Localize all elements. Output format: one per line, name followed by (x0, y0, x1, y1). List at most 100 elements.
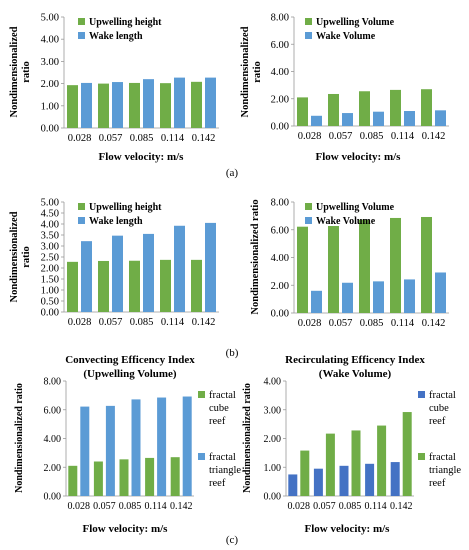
chart-c-left: 0.00 2.00 4.00 6.00 8.00 0.028 0.057 0.085 0.114… (14, 354, 241, 535)
bar (129, 82, 140, 128)
chart-a-right: 0.00 2.00 4.00 6.00 8.00 0.028 0.057 0.085 0.114… (240, 13, 449, 163)
y-tick-label: 8.00 (44, 377, 62, 388)
x-tick-label: 0.114 (161, 317, 185, 328)
y-tick-label: 1.00 (264, 463, 282, 474)
y-tick-label: 6.00 (271, 225, 289, 236)
chart-b-left: 0.000.501.001.502.002.503.003.504.004.50… (9, 198, 219, 328)
bar (390, 462, 400, 496)
legend-label: Wake Volume (316, 31, 376, 42)
bar (81, 241, 92, 312)
y-axis-title-line: ratio (21, 246, 32, 268)
bar (377, 425, 387, 496)
bar (174, 77, 185, 128)
bar (311, 290, 322, 313)
y-axis-title-line: Nondimensionalized (9, 26, 20, 117)
bar (359, 91, 370, 126)
legend-swatch (305, 18, 312, 25)
bar (145, 457, 155, 496)
chart-b-right: 0.00 2.00 4.00 6.00 8.00 0.028 0.057 0.085 0.114… (250, 198, 449, 329)
y-tick-label: 6.00 (271, 40, 289, 51)
legend-label: triangle (429, 465, 461, 476)
bar (311, 115, 322, 126)
y-axis-title-line: Nondimensionalized ratio (14, 383, 25, 493)
y-tick-label: 4.00 (41, 220, 59, 231)
x-axis-title: Flow velocity: m/s (305, 523, 391, 535)
y-tick-label: 8.00 (271, 198, 289, 209)
bar (112, 235, 123, 312)
x-tick-label: 0.085 (360, 318, 384, 329)
y-tick-label: 2.00 (41, 264, 59, 275)
legend-swatch (78, 203, 85, 210)
bar (93, 461, 103, 496)
y-tick-label: 0.00 (271, 309, 289, 320)
bar (365, 463, 375, 496)
y-axis-title: Nondimensionalizedratio (240, 26, 263, 117)
x-tick-label: 0.085 (339, 501, 362, 512)
y-tick-label: 0.00 (41, 124, 59, 135)
bar (402, 412, 412, 496)
y-tick-label: 2.00 (264, 434, 282, 445)
bar (205, 77, 216, 128)
y-tick-label: 0.00 (271, 122, 289, 133)
y-tick-label: 4.00 (264, 377, 282, 388)
bar (351, 430, 361, 496)
legend-label: reef (209, 478, 226, 489)
panel-label-c: (c) (226, 534, 239, 546)
x-tick-label: 0.142 (422, 131, 446, 142)
legend-swatch (78, 32, 85, 39)
legend-label: Upwelling Volume (316, 17, 395, 28)
bar (129, 260, 140, 312)
chart-title: Recirculating Efficency Index (285, 354, 425, 366)
x-tick-label: 0.142 (422, 318, 446, 329)
bar (143, 233, 154, 312)
legend-label: fractal (429, 452, 456, 463)
legend-label: cube (429, 403, 449, 414)
bar (404, 279, 415, 313)
y-tick-label: 3.00 (41, 57, 59, 68)
y-tick-label: 3.00 (41, 242, 59, 253)
y-axis-title: Nondimensionalized ratio (14, 383, 25, 493)
bar (373, 281, 384, 313)
y-tick-label: 0.00 (41, 308, 59, 319)
legend-label: reef (429, 478, 446, 489)
x-tick-label: 0.028 (298, 318, 322, 329)
panel-label-b: (b) (226, 347, 239, 359)
y-tick-label: 3.00 (264, 405, 282, 416)
x-tick-label: 0.085 (130, 133, 154, 144)
legend-label: fractal (209, 390, 236, 401)
bar (342, 113, 353, 126)
y-tick-label: 1.00 (41, 101, 59, 112)
bar (131, 399, 141, 496)
bar (81, 82, 92, 128)
bar (359, 219, 370, 313)
bar (157, 397, 167, 496)
x-tick-label: 0.028 (68, 317, 92, 328)
y-tick-label: 3.50 (41, 231, 59, 242)
y-tick-label: 4.50 (41, 209, 59, 220)
bar (191, 81, 202, 128)
bar (68, 465, 78, 496)
y-axis-title-line: Nondimensionalized ratio (250, 199, 261, 314)
y-tick-label: 4.00 (271, 67, 289, 78)
legend-swatch (78, 18, 85, 25)
legend-label: fractal (429, 390, 456, 401)
x-tick-label: 0.057 (99, 317, 123, 328)
y-tick-label: 0.00 (264, 492, 282, 503)
legend-label: triangle (209, 465, 241, 476)
y-tick-label: 2.00 (271, 94, 289, 105)
bar (297, 97, 308, 126)
bar (182, 396, 192, 496)
x-tick-label: 0.114 (145, 501, 167, 512)
y-tick-label: 2.00 (41, 79, 59, 90)
x-tick-label: 0.057 (329, 318, 353, 329)
bar (421, 89, 432, 126)
x-tick-label: 0.114 (391, 318, 415, 329)
bar (435, 272, 446, 313)
bar (435, 110, 446, 126)
y-axis-title-line: Nondimensionalized ratio (242, 383, 253, 493)
x-tick-label: 0.028 (68, 501, 91, 512)
bar (313, 468, 323, 496)
bar (191, 259, 202, 312)
x-axis-title: Flow velocity: m/s (83, 523, 169, 535)
x-tick-label: 0.057 (313, 501, 336, 512)
